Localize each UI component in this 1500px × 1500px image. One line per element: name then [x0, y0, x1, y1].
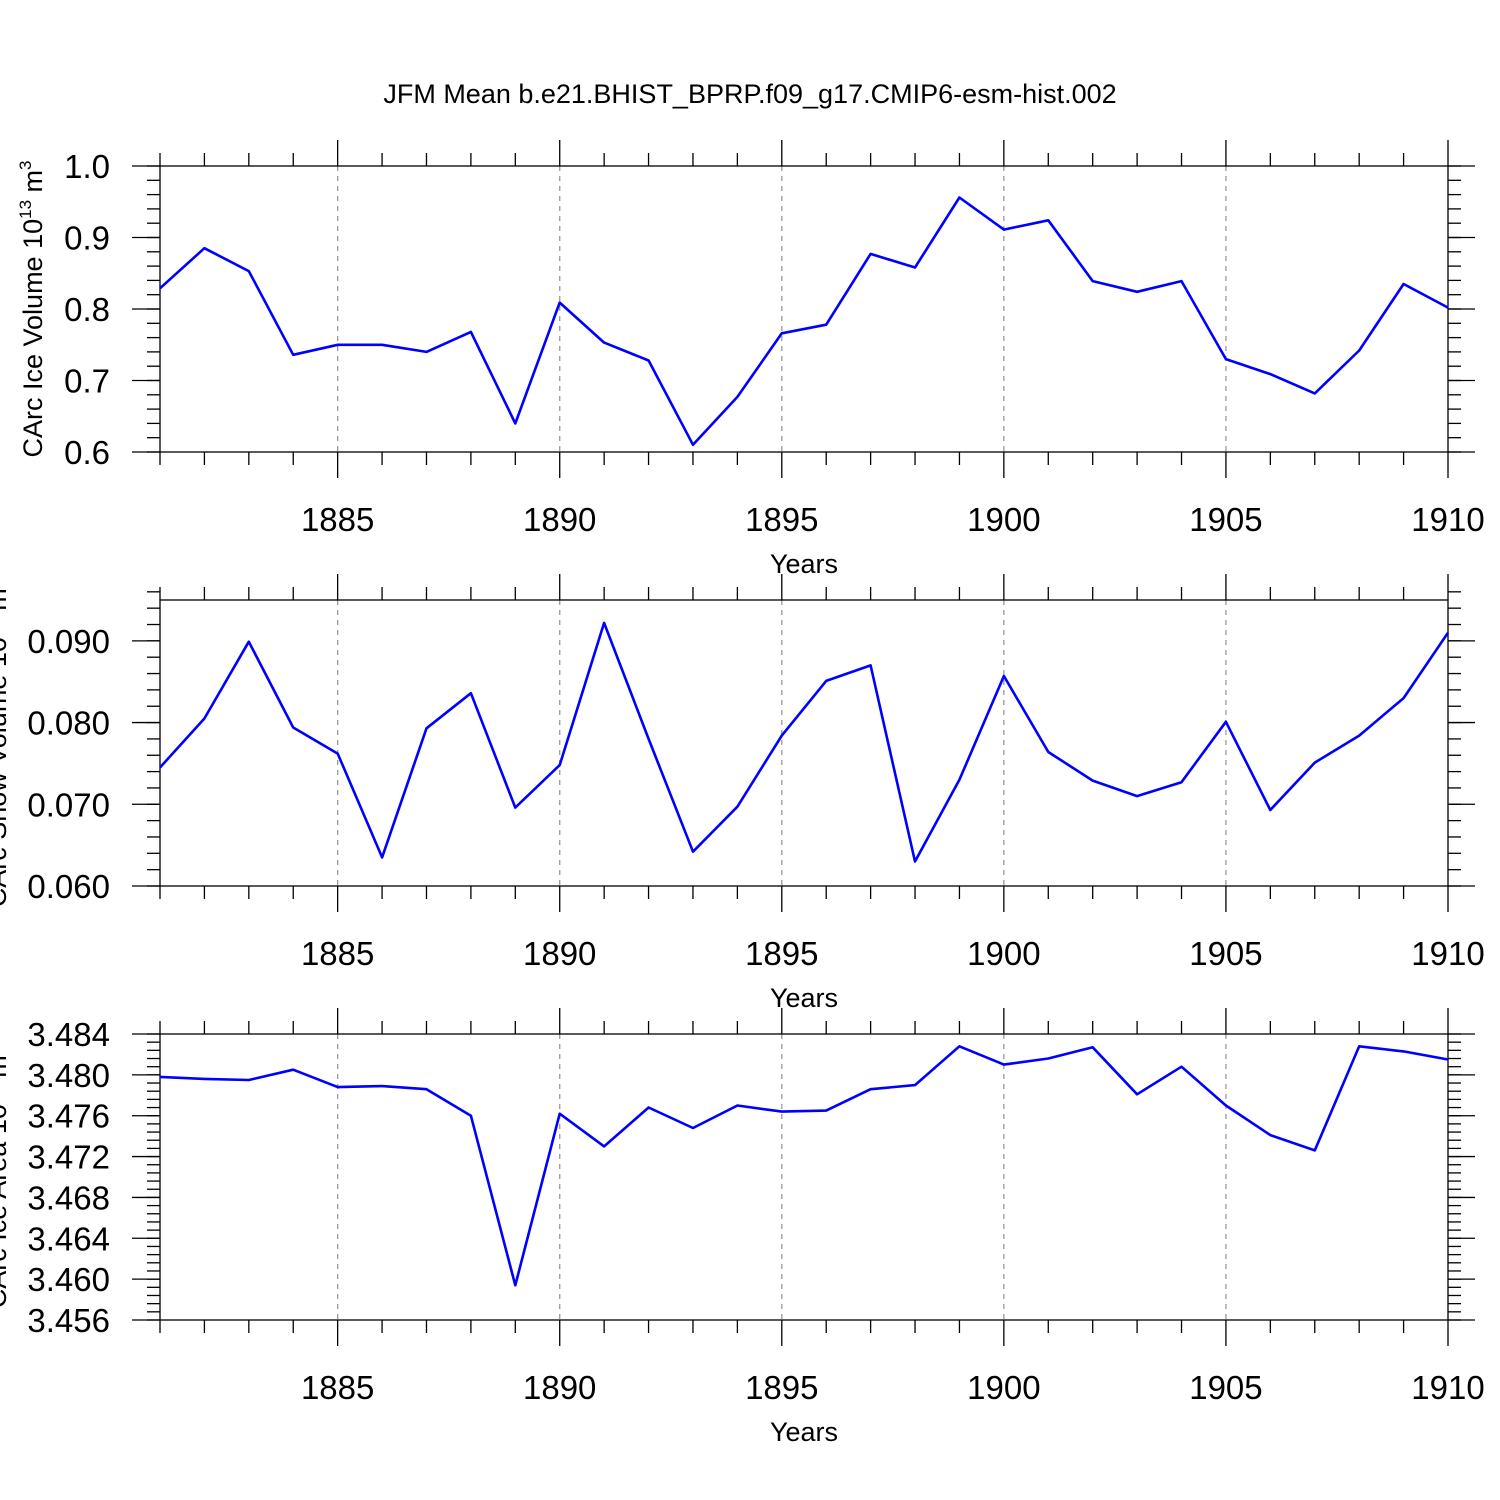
- panel-2: 0.060 0.070 0.080 0.090 1885 1890 1895 1900 1905…: [0, 574, 1485, 1013]
- x-tick-label: 1905: [1189, 501, 1262, 538]
- x-tick-label: 1885: [301, 935, 374, 972]
- y-tick-label: 3.468: [27, 1179, 110, 1216]
- y-tick-label: 3.472: [27, 1139, 110, 1176]
- y-tick-label: 0.080: [27, 705, 110, 742]
- y-axis-title: CArc Snow Volume 1013 m3: [0, 579, 12, 908]
- series-line: [159, 621, 1450, 863]
- x-tick-label: 1900: [967, 935, 1040, 972]
- x-tick-label: 1905: [1189, 935, 1262, 972]
- x-tick-label: 1900: [967, 1369, 1040, 1406]
- y-tick-label: 3.460: [27, 1261, 110, 1298]
- x-axis-title: Years: [770, 549, 838, 579]
- x-tick-label: 1895: [745, 935, 818, 972]
- x-tick-label: 1910: [1411, 1369, 1484, 1406]
- y-tick-label: 3.480: [27, 1057, 110, 1094]
- plot-frame: [159, 599, 1449, 887]
- y-tick-label: 3.476: [27, 1098, 110, 1135]
- y-tick-label: 3.464: [27, 1220, 110, 1257]
- y-tick-label: 0.6: [64, 434, 110, 471]
- y-tick-label: 1.0: [64, 148, 110, 185]
- y-tick-label: 0.8: [64, 291, 110, 328]
- y-tick-label: 3.456: [27, 1302, 110, 1339]
- x-tick-label: 1895: [745, 501, 818, 538]
- x-tick-label: 1900: [967, 501, 1040, 538]
- x-tick-label: 1905: [1189, 1369, 1262, 1406]
- x-axis-title: Years: [770, 1417, 838, 1447]
- y-tick-label: 0.7: [64, 363, 110, 400]
- y-tick-label: 0.070: [27, 786, 110, 823]
- panel-1: 0.6 0.7 0.8 0.9 1.0 1885 1890 1895 1900 1905 1910 Y…: [16, 140, 1485, 579]
- x-axis-title: Years: [770, 983, 838, 1013]
- series-line: [159, 1045, 1449, 1287]
- y-tick-label: 3.484: [27, 1016, 110, 1053]
- x-tick-label: 1890: [523, 935, 596, 972]
- y-axis-title: CArc Ice Area 1012 m2: [0, 1046, 12, 1309]
- y-tick-label: 0.060: [27, 868, 110, 905]
- x-tick-label: 1910: [1411, 935, 1484, 972]
- chart-title: JFM Mean b.e21.BHIST_BPRP.f09_g17.CMIP6-…: [383, 79, 1116, 109]
- x-tick-label: 1910: [1411, 501, 1484, 538]
- x-tick-label: 1885: [301, 501, 374, 538]
- series-line: [159, 196, 1449, 447]
- plot-frame: [159, 165, 1449, 453]
- y-tick-label: 0.090: [27, 623, 110, 660]
- y-tick-label: 0.9: [64, 220, 110, 257]
- x-tick-label: 1890: [523, 501, 596, 538]
- x-tick-label: 1890: [523, 1369, 596, 1406]
- x-tick-label: 1885: [301, 1369, 374, 1406]
- y-axis-title: CArc Ice Volume 1013 m3: [16, 160, 48, 457]
- x-tick-label: 1895: [745, 1369, 818, 1406]
- plot-frame: [159, 1033, 1449, 1321]
